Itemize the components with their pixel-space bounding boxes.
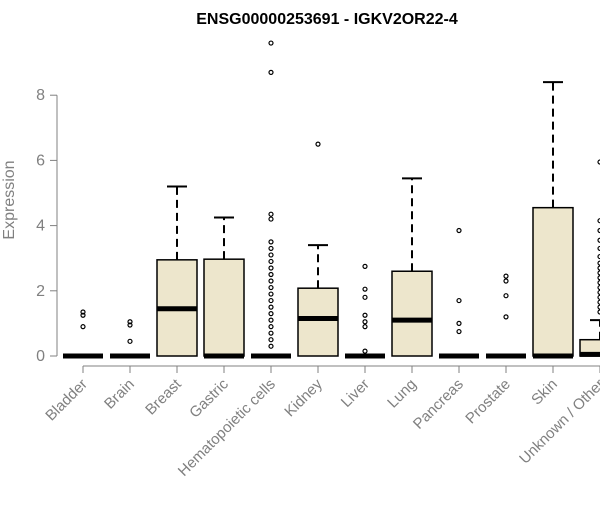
y-tick-label: 8 — [36, 87, 45, 104]
outlier-point — [456, 328, 462, 335]
outlier-point — [597, 237, 600, 243]
outlier-point — [456, 227, 462, 234]
y-axis: 0 2 4 6 8 — [36, 87, 58, 365]
outlier-point — [597, 253, 600, 260]
box-skin — [532, 81, 574, 359]
box-hematopoietic-cells — [251, 40, 291, 359]
box-iqr — [203, 258, 245, 357]
outlier-point — [597, 260, 600, 266]
outlier-point — [597, 159, 600, 165]
outlier-point — [268, 317, 274, 323]
box-iqr — [297, 287, 339, 357]
outlier-point — [315, 141, 321, 147]
outlier-point — [268, 239, 274, 245]
outlier-point — [362, 312, 368, 318]
outlier-point — [268, 252, 274, 258]
outlier-point — [597, 280, 600, 286]
outlier-point — [362, 294, 368, 300]
outlier-point — [268, 216, 274, 222]
outlier-point — [597, 289, 600, 296]
outlier-point — [127, 338, 133, 344]
outlier-point — [597, 227, 600, 234]
box-breast — [156, 185, 198, 357]
y-axis-label: Expression — [1, 160, 18, 239]
outlier-point — [362, 286, 368, 292]
box-unknown-other — [579, 159, 600, 357]
box-brain — [110, 319, 150, 359]
chart-title: ENSG00000253691 - IGKV2OR22-4 — [196, 11, 458, 28]
outlier-point — [268, 337, 274, 343]
outlier-point — [362, 319, 368, 325]
outlier-point — [362, 324, 368, 330]
outlier-point — [597, 270, 600, 276]
outlier-point — [127, 319, 133, 325]
outlier-point — [456, 320, 462, 326]
boxes-group — [63, 40, 600, 359]
outlier-point — [268, 278, 274, 284]
box-iqr — [391, 270, 433, 357]
outlier-point — [362, 263, 368, 269]
outlier-point — [127, 322, 133, 328]
x-tick-label: Pancreas — [410, 376, 467, 433]
box-bladder — [63, 309, 103, 359]
outlier-point — [268, 284, 274, 291]
outlier-point — [268, 211, 274, 217]
outlier-point — [268, 271, 274, 278]
outlier-point — [268, 69, 274, 75]
box-gastric — [203, 216, 245, 359]
outlier-point — [268, 343, 274, 349]
outlier-point — [268, 304, 274, 310]
x-tick-label: Breast — [142, 375, 185, 418]
outlier-point — [503, 273, 509, 279]
outlier-point — [503, 278, 509, 284]
outlier-point — [268, 297, 274, 304]
outlier-point — [268, 291, 274, 297]
outlier-point — [362, 348, 368, 354]
x-tick-label: Brain — [101, 376, 138, 413]
outlier-point — [80, 309, 86, 315]
outlier-point — [268, 258, 274, 265]
outlier-point — [597, 245, 600, 252]
x-tick-label: Lung — [384, 376, 420, 412]
outlier-point — [268, 265, 274, 271]
outlier-point — [268, 330, 274, 336]
outlier-point — [80, 312, 86, 318]
outlier-point — [597, 265, 600, 271]
outlier-point — [597, 299, 600, 305]
box-liver — [345, 263, 385, 359]
outlier-point — [597, 309, 600, 315]
box-kidney — [297, 141, 339, 357]
outlier-point — [597, 294, 600, 300]
y-tick-label: 6 — [36, 152, 45, 169]
y-tick-label: 4 — [36, 218, 45, 235]
box-pancreas — [439, 227, 479, 359]
outlier-point — [456, 297, 462, 304]
outlier-point — [268, 324, 274, 330]
y-tick-label: 0 — [36, 348, 45, 365]
y-tick-label: 2 — [36, 283, 45, 300]
x-tick-label: Skin — [528, 376, 561, 409]
outlier-point — [268, 245, 274, 252]
outlier-point — [268, 311, 274, 317]
box-prostate — [486, 273, 526, 359]
box-lung — [391, 177, 433, 357]
x-tick-label: Liver — [338, 376, 373, 411]
outlier-point — [268, 40, 274, 46]
outlier-point — [597, 284, 600, 291]
outlier-point — [597, 275, 600, 281]
x-tick-label: Gastric — [186, 375, 232, 421]
outlier-point — [597, 304, 600, 310]
outlier-point — [503, 293, 509, 299]
outlier-point — [503, 314, 509, 320]
x-tick-label: Kidney — [281, 375, 326, 420]
outlier-point — [80, 324, 86, 330]
outlier-point — [597, 218, 600, 224]
box-iqr — [532, 206, 574, 357]
x-tick-label: Prostate — [462, 376, 514, 428]
x-tick-label: Bladder — [42, 376, 91, 425]
